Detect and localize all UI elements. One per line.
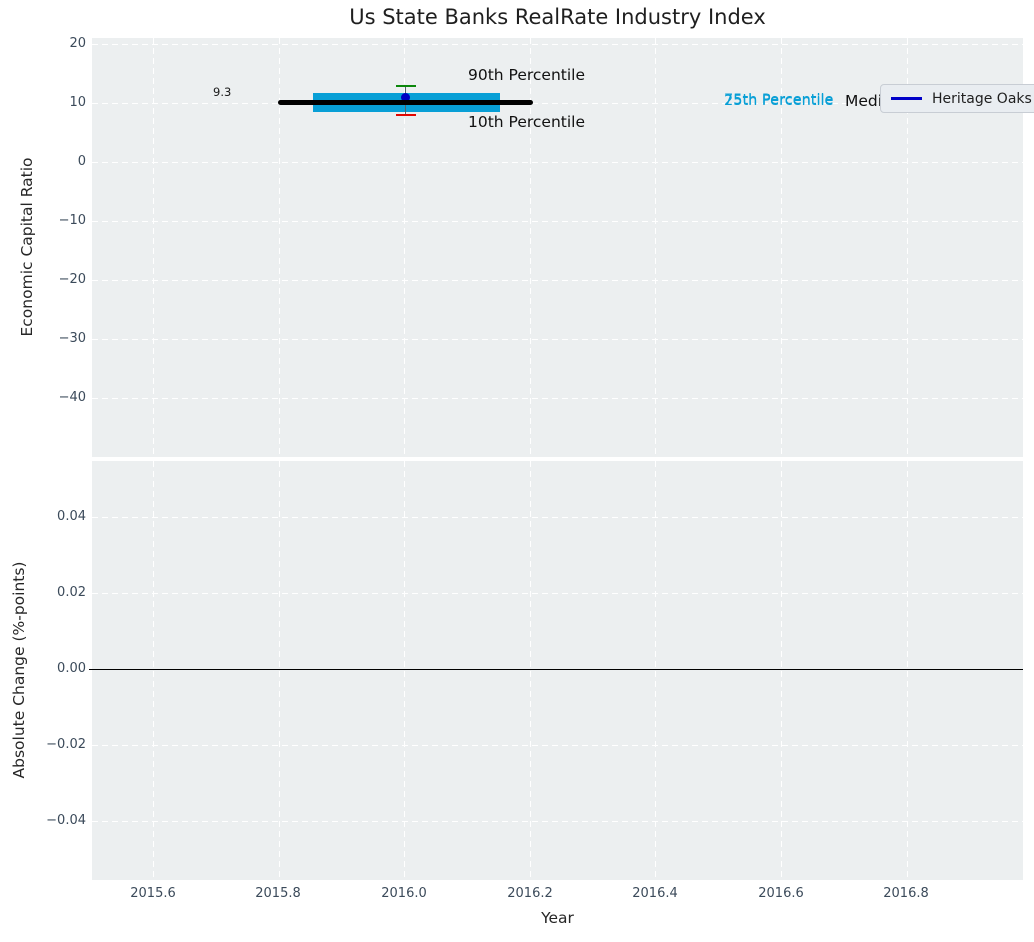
bottom-plot-area — [89, 461, 1023, 880]
ytick-label: 0 — [77, 154, 86, 169]
ytick-label: −0.04 — [46, 813, 86, 828]
gridline-vertical — [153, 38, 154, 457]
gridline-vertical — [781, 38, 782, 457]
median-value-label: 9.3 — [213, 85, 232, 99]
percentile-10-cap — [396, 113, 416, 116]
p90-annotation: 90th Percentile — [468, 66, 586, 84]
gridline-horizontal — [92, 162, 1023, 163]
gridline-horizontal — [92, 280, 1023, 281]
p75-annotation: 75th Percentile — [724, 92, 834, 108]
legend-label: Heritage Oaks Bancorp — [932, 90, 1034, 107]
ytick-label: −30 — [58, 331, 86, 346]
gridline-horizontal — [92, 821, 1023, 822]
gridline-vertical — [781, 461, 782, 880]
chart-title: Us State Banks RealRate Industry Index — [349, 5, 766, 29]
gridline-vertical — [530, 461, 531, 880]
gridline-vertical — [153, 461, 154, 880]
legend-line-swatch — [891, 97, 922, 100]
ytick-label: 0.02 — [57, 585, 86, 600]
legend: Heritage Oaks Bancorp — [880, 84, 1034, 113]
percentile-90-cap — [396, 84, 416, 87]
gridline-vertical — [907, 461, 908, 880]
xtick-label: 2016.0 — [381, 886, 427, 901]
top-y-axis-label: Economic Capital Ratio — [18, 157, 36, 337]
ytick-label: 0.00 — [57, 661, 86, 676]
ytick-label: 0.04 — [57, 509, 86, 524]
ytick-label: −20 — [58, 272, 86, 287]
ytick-label: 10 — [69, 95, 86, 110]
top-plot-area: 9.3 90th Percentile 10th Percentile 75th… — [92, 38, 1034, 457]
p10-annotation: 10th Percentile — [468, 113, 586, 131]
gridline-vertical — [655, 461, 656, 880]
company-marker-dot — [400, 93, 410, 102]
xtick-label: 2016.8 — [883, 886, 929, 901]
gridline-horizontal — [92, 398, 1023, 399]
xtick-label: 2015.8 — [255, 886, 301, 901]
zero-change-line — [89, 668, 1023, 671]
xtick-label: 2016.4 — [632, 886, 678, 901]
gridline-vertical — [655, 38, 656, 457]
gridline-horizontal — [92, 339, 1023, 340]
ytick-label: 20 — [69, 36, 86, 51]
xtick-label: 2015.6 — [130, 886, 176, 901]
gridline-horizontal — [92, 103, 1023, 104]
xtick-label: 2016.6 — [758, 886, 804, 901]
p25-annotation: 25th Percentile — [724, 93, 834, 109]
xtick-label: 2016.2 — [507, 886, 553, 901]
gridline-vertical — [404, 38, 405, 457]
gridline-vertical — [279, 38, 280, 457]
gridline-vertical — [279, 461, 280, 880]
gridline-horizontal — [92, 593, 1023, 594]
gridline-vertical — [404, 461, 405, 880]
gridline-horizontal — [92, 44, 1023, 45]
gridline-horizontal — [92, 221, 1023, 222]
gridline-horizontal — [92, 745, 1023, 746]
ytick-label: −0.02 — [46, 737, 86, 752]
median-line — [278, 99, 533, 105]
gridline-vertical — [907, 38, 908, 457]
ytick-label: −40 — [58, 390, 86, 405]
gridline-horizontal — [92, 517, 1023, 518]
x-axis-label: Year — [541, 909, 574, 927]
ytick-label: −10 — [58, 213, 86, 228]
gridline-vertical — [530, 38, 531, 457]
bottom-y-axis-label: Absolute Change (%-points) — [10, 561, 28, 779]
